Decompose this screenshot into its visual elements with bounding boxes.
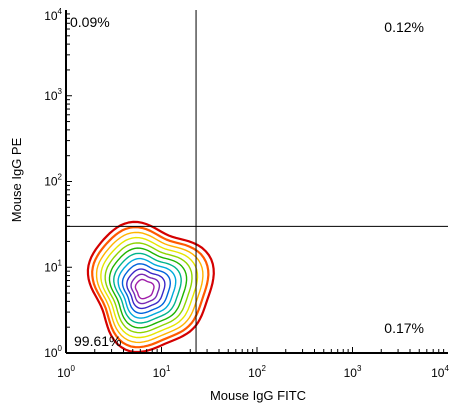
x-axis-title: Mouse IgG FITC xyxy=(210,388,306,403)
quadrant-labels: 0.09% 0.12% 0.17% 99.61% xyxy=(70,14,424,349)
y-tick-label: 101 xyxy=(44,258,62,274)
x-tick-label: 100 xyxy=(57,364,75,380)
quadrant-label-lower-left: 99.61% xyxy=(74,333,121,349)
quadrant-gates xyxy=(66,10,448,353)
y-axis-title: Mouse IgG PE xyxy=(9,137,24,222)
contour-line xyxy=(113,252,182,324)
axes xyxy=(65,10,448,354)
x-tick-label: 102 xyxy=(248,364,266,380)
quadrant-label-lower-right: 0.17% xyxy=(384,320,424,336)
y-tick-label: 104 xyxy=(44,7,62,23)
contour-line xyxy=(95,231,204,344)
contour-line xyxy=(134,278,155,300)
x-tick-label: 103 xyxy=(344,364,362,380)
contour-line xyxy=(86,220,215,354)
y-tick-label: 100 xyxy=(44,344,62,360)
tick-labels: 100 101 102 103 104 100 101 102 103 104 xyxy=(44,7,449,380)
y-tick-label: 102 xyxy=(44,173,62,189)
contour-line xyxy=(121,263,172,314)
y-tick-label: 103 xyxy=(44,87,62,103)
x-tick-label: 104 xyxy=(431,364,449,380)
quadrant-label-upper-left: 0.09% xyxy=(70,14,110,30)
population-contours xyxy=(86,220,215,354)
contour-line xyxy=(126,268,166,310)
contour-line xyxy=(91,226,210,349)
contour-line xyxy=(104,242,193,334)
contour-line xyxy=(130,273,161,305)
contour-line xyxy=(117,257,177,319)
contour-line xyxy=(108,247,188,329)
quadrant-label-upper-right: 0.12% xyxy=(384,19,424,35)
contour-line xyxy=(100,236,199,339)
x-tick-label: 101 xyxy=(153,364,171,380)
